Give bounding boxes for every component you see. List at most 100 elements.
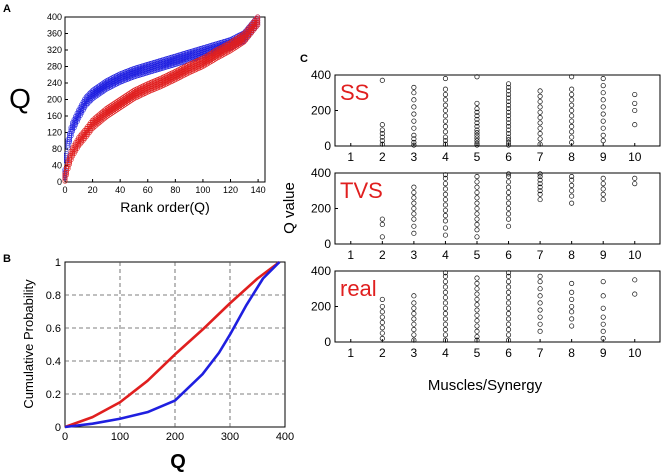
panel-a-xtick-label: 20 <box>88 185 98 195</box>
panel-c-point <box>600 125 606 131</box>
panel-c-xtick-label: 10 <box>628 248 642 262</box>
panel-c-xtick-label: 8 <box>568 346 575 360</box>
panel-a-ytick-label: 0 <box>57 177 62 187</box>
panel-b-line-red <box>64 260 281 429</box>
panel-c-point <box>505 300 512 306</box>
panel-c-xtick-label: 9 <box>600 150 607 164</box>
panel-b-ytick-label: 0.4 <box>46 356 61 368</box>
panel-c-point <box>537 141 543 147</box>
panel-c-point <box>474 195 480 201</box>
panel-a-series-red <box>62 14 261 184</box>
panel-c-point <box>474 123 480 130</box>
panel-c-ytick-label: 200 <box>311 300 331 314</box>
panel-c-point <box>505 95 512 101</box>
panel-c-point <box>505 270 512 276</box>
panel-c-point <box>442 295 448 301</box>
panel-a-ytick-label: 240 <box>47 78 62 88</box>
panel-c-point <box>474 200 480 206</box>
panel-c-point <box>569 182 575 188</box>
panel-c-point <box>505 116 512 122</box>
panel-c-point <box>442 305 448 311</box>
panel-c-point <box>411 311 417 317</box>
panel-c-point <box>600 97 606 103</box>
panel-a: 0 20 40 60 80 100 120 140 0 40 80 120 160 200 240 280 32… <box>9 12 266 215</box>
panel-c-point <box>537 286 543 292</box>
panel-c-point <box>569 102 575 108</box>
panel-c-point <box>379 319 385 326</box>
panel-c-point <box>379 138 385 144</box>
panel-c-ytick-label: 400 <box>311 166 331 180</box>
panel-c-point <box>474 100 480 106</box>
panel-c-point <box>411 200 417 206</box>
panel-c-point <box>474 109 480 115</box>
panel-c-point <box>537 181 543 187</box>
panel-a-ytick-label: 80 <box>52 144 62 154</box>
panel-c-point <box>442 138 448 144</box>
panel-c-point <box>474 334 480 340</box>
panel-c-point <box>537 174 543 180</box>
panel-a-ytick-label: 40 <box>52 161 62 171</box>
panel-c-point <box>505 102 512 108</box>
panel-a-series-blue <box>62 14 261 181</box>
panel-a-ytick-label: 280 <box>47 62 62 72</box>
panel-a-xtick-label: 0 <box>62 185 67 195</box>
panel-b-xtick-label: 100 <box>111 431 129 443</box>
panel-a-xtick-label: 60 <box>143 185 153 195</box>
panel-c-xtick-label: 5 <box>474 248 481 262</box>
panel-c-point <box>411 118 417 124</box>
panel-c-point <box>474 106 480 112</box>
panel-c-point <box>474 286 480 292</box>
panel-c-point <box>569 118 575 124</box>
panel-c-point <box>505 174 512 180</box>
panel-c-point <box>442 186 448 192</box>
panel-c-point <box>505 327 512 333</box>
panel-b-ytick-label: 0 <box>55 422 61 434</box>
panel-c-point <box>505 131 512 137</box>
panel-c-point <box>474 227 480 233</box>
panel-c-xtick-label: 3 <box>411 346 418 360</box>
panel-c-point <box>600 175 606 181</box>
panel-c-point <box>537 88 543 94</box>
panel-c-point <box>474 184 480 190</box>
panel-c-point <box>442 311 448 317</box>
panel-c-point <box>411 104 417 110</box>
panel-c-point <box>569 139 575 146</box>
panel-c-point <box>411 305 417 311</box>
panel-c-point <box>442 91 448 98</box>
panel-c-point <box>600 118 606 124</box>
panel-c-point <box>474 307 480 313</box>
panel-c-point <box>474 135 480 141</box>
panel-c-point <box>442 218 448 224</box>
panel-c-point <box>379 221 385 228</box>
panel-c-point <box>474 216 480 222</box>
panel-c-point <box>474 174 480 180</box>
panel-c-point <box>537 314 543 320</box>
panel-c-xtick-label: 1 <box>347 346 354 360</box>
panel-c-point <box>411 205 417 212</box>
panel-c-point <box>632 277 638 283</box>
panel-c-point <box>505 137 512 143</box>
panel-c-point <box>600 104 606 110</box>
panel-c-point <box>442 213 448 219</box>
panel-c-xtick-label: 7 <box>537 346 544 360</box>
panel-c-point <box>505 279 512 285</box>
panel-c-point <box>474 275 480 281</box>
panel-c-point <box>537 300 543 306</box>
panel-c-point <box>537 104 543 110</box>
panel-c-point <box>505 316 512 322</box>
panel-c-point <box>411 90 417 96</box>
panel-c-point <box>600 181 606 187</box>
panel-c-point <box>411 316 417 322</box>
panel-a-xlabel: Rank order(Q) <box>120 199 209 215</box>
panel-c-point <box>505 205 512 212</box>
panel-c-point <box>442 284 448 290</box>
panel-c-point <box>600 314 606 320</box>
panel-c-point <box>379 296 385 302</box>
panel-c-point <box>505 321 512 327</box>
panel-c-ytick-label: 200 <box>311 202 331 216</box>
panel-c-point <box>474 113 480 119</box>
panel-c-xtick-label: 4 <box>442 248 449 262</box>
panel-a-point-red <box>255 18 261 24</box>
panel-a-xtick-label: 140 <box>251 185 266 195</box>
